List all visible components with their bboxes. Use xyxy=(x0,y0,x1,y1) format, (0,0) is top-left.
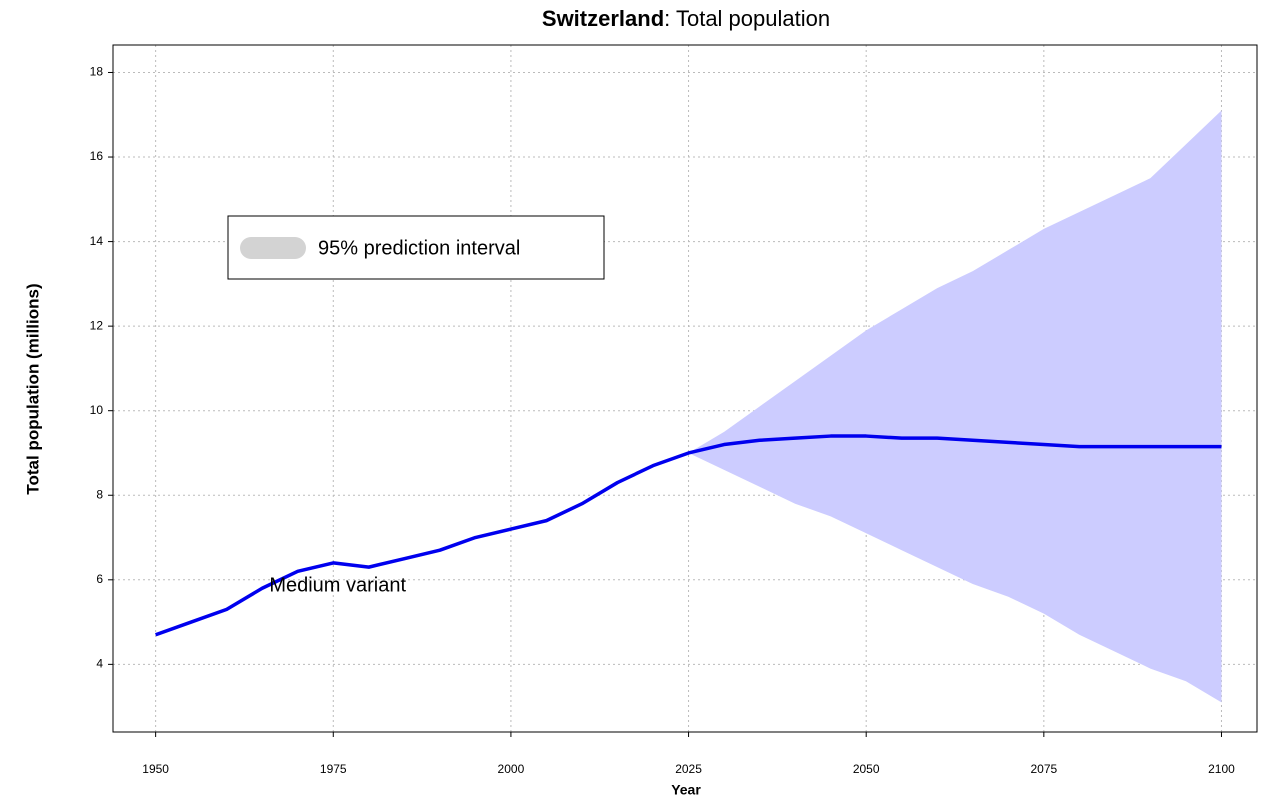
x-tick-label: 1950 xyxy=(142,762,169,776)
y-tick-label: 16 xyxy=(90,149,104,163)
plot-frame xyxy=(112,44,1258,733)
y-tick-label: 10 xyxy=(90,403,104,417)
x-tick-label: 1975 xyxy=(320,762,347,776)
x-tick-label: 2025 xyxy=(675,762,702,776)
y-axis-label: Total population (millions) xyxy=(23,283,42,494)
chart-title: Switzerland: Total population xyxy=(542,6,830,31)
x-axis-label: Year xyxy=(671,782,701,798)
prediction-interval xyxy=(688,110,1222,703)
x-tick-label: 2100 xyxy=(1208,762,1235,776)
title-text: : Total population xyxy=(664,6,830,31)
y-tick-label: 8 xyxy=(96,487,103,501)
x-tick-label: 2000 xyxy=(498,762,525,776)
y-tick-label: 6 xyxy=(96,572,103,586)
y-tick-label: 14 xyxy=(90,234,104,248)
legend: 95% prediction interval xyxy=(227,215,605,280)
x-tick-label: 2075 xyxy=(1030,762,1057,776)
legend-label: 95% prediction interval xyxy=(318,237,520,259)
legend-swatch xyxy=(240,237,306,259)
y-tick-label: 12 xyxy=(90,318,104,332)
y-tick-label: 18 xyxy=(90,65,104,79)
title-country: Switzerland xyxy=(542,6,664,31)
annotation: Medium variant xyxy=(269,574,406,596)
series-line xyxy=(155,434,1222,637)
x-tick-label: 2050 xyxy=(853,762,880,776)
y-tick-label: 4 xyxy=(96,657,103,671)
